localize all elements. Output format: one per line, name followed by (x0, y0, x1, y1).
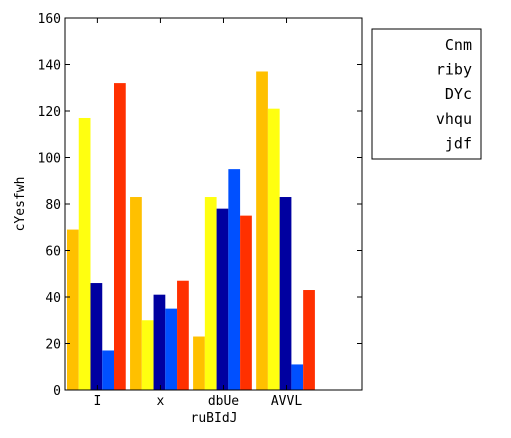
bar-vhqu-I (102, 350, 114, 390)
bar-DYc-AVVL (279, 197, 292, 390)
bar-jdf-I (114, 83, 126, 390)
bar-Cnm-x (130, 197, 142, 390)
y-tick-label: 100 (38, 152, 61, 167)
x-tick-label: x (157, 394, 165, 409)
x-axis-label: ruBIdJ (191, 411, 238, 426)
y-tick-label: 60 (45, 245, 61, 260)
y-tick-label: 40 (45, 291, 61, 306)
bar-DYc-x (153, 294, 166, 390)
y-axis: 0 20 40 60 80 100 120 140 160 (38, 12, 362, 399)
legend-box (371, 28, 482, 160)
y-tick-label: 20 (45, 338, 61, 353)
y-tick-label: 80 (45, 198, 61, 213)
bar-riby-AVVL (267, 108, 280, 391)
legend: Cnm riby DYc vhqu jdf (436, 36, 472, 152)
bar-DYc-dbUe (216, 208, 229, 390)
legend-entry-riby: riby (436, 61, 472, 79)
legend-entry-DYc: DYc (445, 85, 472, 103)
bars-group (67, 71, 315, 391)
bar-Cnm-I (67, 229, 79, 390)
bar-riby-x (141, 320, 154, 390)
y-axis-label: cYesfwh (13, 177, 28, 232)
bar-Cnm-dbUe (193, 336, 205, 390)
y-tick-label: 140 (38, 59, 61, 74)
bar-jdf-AVVL (303, 290, 315, 390)
bar-DYc-I (90, 283, 103, 390)
bar-vhqu-AVVL (291, 364, 304, 390)
bar-jdf-x (177, 280, 189, 390)
legend-entry-Cnm: Cnm (445, 36, 472, 54)
bar-vhqu-x (165, 308, 178, 391)
y-tick-label: 160 (38, 12, 61, 27)
bar-riby-I (78, 117, 91, 390)
legend-entry-vhqu: vhqu (436, 110, 472, 128)
x-tick-label: dbUe (208, 394, 239, 409)
x-tick-label: I (93, 394, 101, 409)
bar-jdf-dbUe (240, 215, 252, 391)
legend-entry-jdf: jdf (445, 134, 472, 152)
y-tick-label: 0 (53, 384, 61, 399)
bar-vhqu-dbUe (228, 169, 241, 391)
x-tick-label: AVVL (271, 394, 302, 409)
bar-Cnm-AVVL (256, 71, 268, 390)
bar-riby-dbUe (204, 197, 217, 390)
y-tick-label: 120 (38, 105, 61, 120)
